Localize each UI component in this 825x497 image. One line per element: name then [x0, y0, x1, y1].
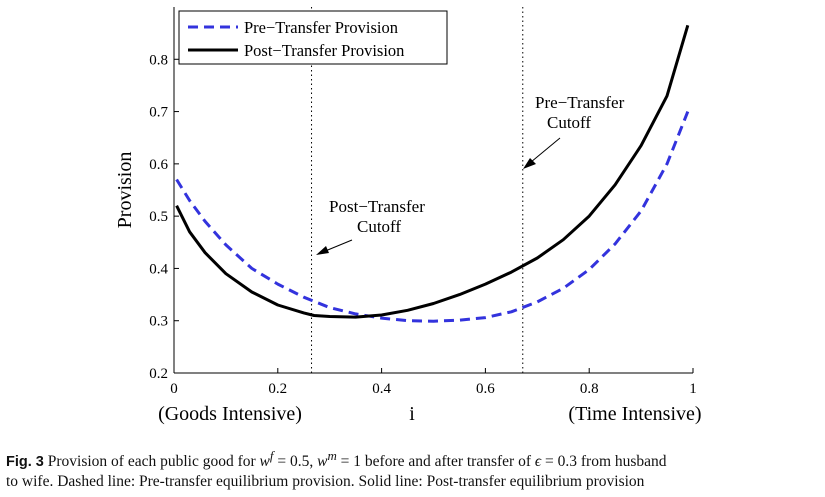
caption-eq1: = 0.5,: [273, 453, 318, 471]
y-tick-label: 0.6: [149, 157, 168, 173]
y-axis-label: Provision: [114, 152, 136, 229]
y-tick-label: 0.4: [149, 261, 168, 277]
x-axis-right-label: (Time Intensive): [568, 403, 701, 425]
annotation-post-arrowhead: [316, 246, 329, 255]
x-tick-label: 0.2: [268, 381, 287, 397]
x-axis-label: i: [409, 403, 415, 425]
legend-box: [178, 10, 448, 65]
caption-eps: ϵ: [534, 453, 542, 471]
figure-caption: Fig. 3 Provision of each public good for…: [6, 446, 821, 491]
x-tick-label: 0.6: [476, 381, 495, 397]
caption-wm: w: [317, 453, 328, 471]
post-transfer-series-line: [175, 24, 690, 319]
annotation-post-line2: Cutoff: [357, 217, 401, 236]
provision-chart: 0 0.2 0.4 0.6 0.8 10.20.30.40.50.60.70.8i(Goo…: [114, 7, 702, 425]
figure-label: Fig. 3: [6, 454, 44, 471]
x-axis-left-label: (Goods Intensive): [158, 403, 302, 425]
caption-wf: w: [259, 453, 270, 471]
caption-eq3: = 0.3 from husband: [541, 453, 667, 471]
y-tick-label: 0.7: [149, 105, 168, 121]
caption-text-1: Provision of each public good for: [47, 453, 260, 471]
y-tick-label: 0.5: [149, 209, 168, 225]
caption-text-2: to wife. Dashed line: Pre-transfer equil…: [6, 473, 645, 491]
annotation-pre-line1: Pre−Transfer: [535, 93, 625, 112]
legend-pre-label: Pre−Transfer Provision: [244, 18, 398, 37]
pre-transfer-series-line: [175, 111, 690, 323]
annotation-pre-line2: Cutoff: [547, 113, 591, 132]
legend-post-label: Post−Transfer Provision: [244, 41, 404, 60]
x-tick-label: 0.8: [580, 381, 599, 397]
y-tick-label: 0.2: [149, 366, 168, 382]
x-tick-label: 0.4: [372, 381, 391, 397]
x-tick-label: 1: [689, 381, 697, 397]
y-tick-label: 0.8: [149, 52, 168, 68]
caption-wm-sup: m: [327, 448, 337, 463]
y-tick-label: 0.3: [149, 314, 168, 330]
x-tick-label: 0: [170, 381, 178, 397]
caption-wf-sup: f: [269, 448, 274, 463]
plot-area: 0 0.2 0.4 0.6 0.8 10.20.30.40.50.60.70.8i(Goo…: [114, 7, 702, 425]
caption-eq2: = 1 before and after transfer of: [336, 453, 535, 471]
annotation-post-line1: Post−Transfer: [329, 197, 425, 216]
annotation-pre-arrowhead: [523, 158, 536, 169]
